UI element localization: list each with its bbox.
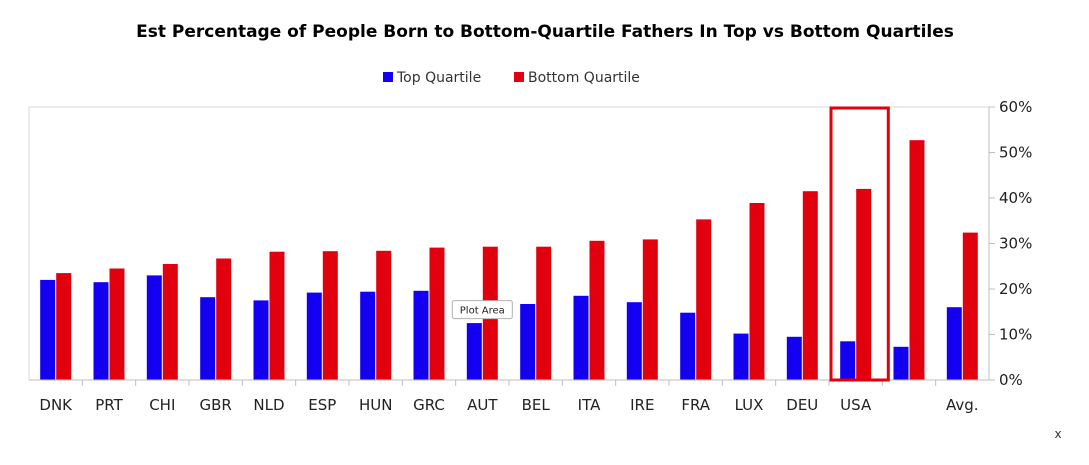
x-tick-label-ire: IRE bbox=[630, 396, 654, 414]
bar-bottom-quartile-esp-5 bbox=[322, 251, 338, 380]
bar-top-quartile-usa-15 bbox=[840, 341, 856, 380]
x-tick-label-esp: ESP bbox=[308, 396, 336, 414]
x-tick-label-avg: Avg. bbox=[946, 396, 979, 414]
x-tick-label-deu: DEU bbox=[786, 396, 818, 414]
bar-top-quartile-deu-14 bbox=[786, 336, 802, 380]
bar-bottom-quartile-lux-13 bbox=[749, 203, 765, 380]
y-axis: 0% 10% 20% 30% 40% 50% 60% bbox=[988, 98, 1032, 389]
bar-bottom-quartile-ita-10 bbox=[589, 240, 605, 380]
bar-bottom-quartile-bel-9 bbox=[536, 246, 552, 380]
x-tick-label-gbr: GBR bbox=[200, 396, 232, 414]
bar-top-quartile-blank-16 bbox=[893, 346, 909, 380]
x-tick-label-aut: AUT bbox=[467, 396, 498, 414]
bar-bottom-quartile-hun-6 bbox=[376, 250, 392, 380]
chart-title: Est Percentage of People Born to Bottom-… bbox=[136, 22, 954, 42]
bar-top-quartile-avg-17 bbox=[946, 307, 962, 380]
legend-swatch-bottom-quartile bbox=[514, 72, 524, 82]
x-tick-label-usa: USA bbox=[840, 396, 872, 414]
x-tick-label-chi: CHI bbox=[149, 396, 175, 414]
x-tick-label-prt: PRT bbox=[95, 396, 123, 414]
bar-top-quartile-nld-4 bbox=[253, 300, 269, 380]
bar-top-quartile-esp-5 bbox=[306, 292, 322, 380]
bar-top-quartile-hun-6 bbox=[360, 291, 376, 380]
bar-top-quartile-fra-12 bbox=[680, 312, 696, 380]
legend-swatch-top-quartile bbox=[383, 72, 393, 82]
bar-bottom-quartile-avg-17 bbox=[962, 232, 978, 380]
legend: Top Quartile Bottom Quartile bbox=[383, 70, 640, 86]
y-tick-label-10: 10% bbox=[999, 326, 1032, 344]
bar-top-quartile-prt-1 bbox=[93, 282, 109, 380]
bar-bottom-quartile-dnk-0 bbox=[56, 273, 72, 380]
legend-label-top-quartile: Top Quartile bbox=[396, 70, 481, 86]
bar-top-quartile-gbr-3 bbox=[200, 297, 216, 380]
y-tick-label-30: 30% bbox=[999, 235, 1032, 253]
x-tick-label-grc: GRC bbox=[413, 396, 445, 414]
corner-mark: x bbox=[1054, 427, 1061, 441]
bar-top-quartile-ire-11 bbox=[626, 302, 642, 380]
bar-bottom-quartile-usa-15 bbox=[856, 188, 872, 380]
bar-bottom-quartile-fra-12 bbox=[696, 219, 712, 380]
x-tick-label-dnk: DNK bbox=[39, 396, 73, 414]
bar-bottom-quartile-grc-7 bbox=[429, 247, 445, 380]
annotation-box-0 bbox=[451, 300, 513, 320]
x-tick-label-lux: LUX bbox=[735, 396, 764, 414]
y-tick-label-20: 20% bbox=[999, 280, 1032, 298]
bar-bottom-quartile-nld-4 bbox=[269, 251, 285, 380]
bar-top-quartile-bel-9 bbox=[520, 304, 536, 380]
y-tick-label-40: 40% bbox=[999, 189, 1032, 207]
x-tick-label-bel: BEL bbox=[522, 396, 551, 414]
bar-top-quartile-lux-13 bbox=[733, 333, 749, 380]
bars bbox=[40, 140, 978, 380]
x-tick-label-hun: HUN bbox=[359, 396, 392, 414]
bar-bottom-quartile-prt-1 bbox=[109, 268, 125, 380]
bar-bottom-quartile-deu-14 bbox=[802, 191, 818, 380]
bar-bottom-quartile-ire-11 bbox=[642, 239, 658, 380]
bar-top-quartile-dnk-0 bbox=[40, 279, 56, 380]
bar-top-quartile-chi-2 bbox=[146, 275, 162, 380]
annotations: Plot Area bbox=[451, 300, 513, 320]
bar-top-quartile-ita-10 bbox=[573, 295, 589, 380]
annotation-label-0: Plot Area bbox=[460, 306, 505, 317]
bar-top-quartile-grc-7 bbox=[413, 290, 429, 380]
x-tick-label-nld: NLD bbox=[253, 396, 284, 414]
x-axis: DNK PRT CHI GBR NLD ESP HUN GRC AUT BEL ITA IRE FRA L… bbox=[29, 379, 989, 414]
bar-bottom-quartile-chi-2 bbox=[162, 264, 178, 380]
y-tick-label-50: 50% bbox=[999, 144, 1032, 162]
legend-label-bottom-quartile: Bottom Quartile bbox=[528, 70, 640, 86]
x-tick-label-ita: ITA bbox=[578, 396, 601, 414]
y-tick-label-0: 0% bbox=[999, 371, 1023, 389]
highlight-group bbox=[829, 106, 890, 382]
bar-top-quartile-aut-8 bbox=[466, 323, 482, 380]
bar-bottom-quartile-gbr-3 bbox=[216, 258, 232, 380]
x-tick-label-fra: FRA bbox=[681, 396, 710, 414]
highlight-box-usa bbox=[829, 106, 890, 382]
bar-bottom-quartile-blank-16 bbox=[909, 140, 925, 380]
y-tick-label-60: 60% bbox=[999, 98, 1032, 116]
